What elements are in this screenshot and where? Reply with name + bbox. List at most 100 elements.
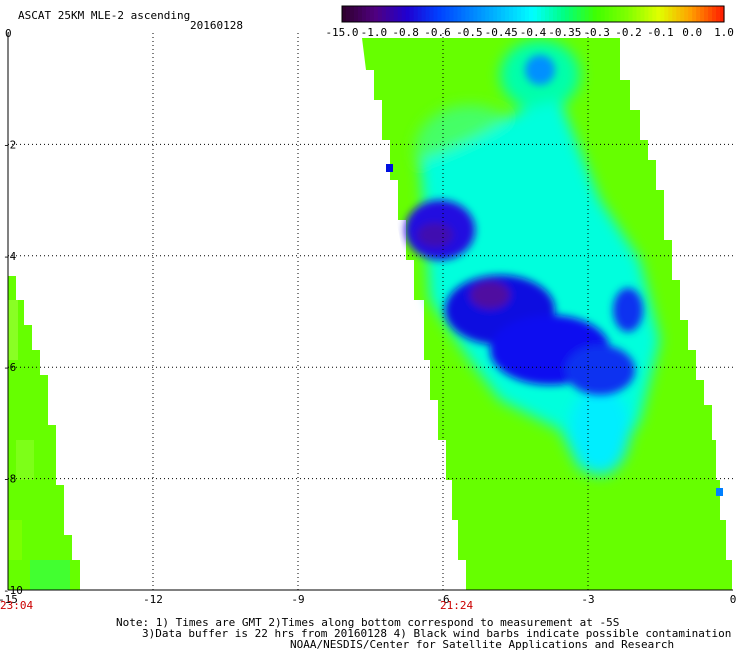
- colorbar-segment: [672, 6, 677, 22]
- colorbar-segment: [525, 6, 530, 22]
- colorbar-segment: [540, 6, 546, 22]
- colorbar-segment: [445, 6, 451, 22]
- colorbar-segment: [708, 6, 713, 22]
- colorbar-segment: [345, 6, 351, 22]
- colorbar-segment: [521, 6, 526, 22]
- colorbar-segment: [588, 6, 594, 22]
- colorbar-label: -0.3: [583, 26, 610, 39]
- colorbar-border: [341, 5, 725, 23]
- colorbar-label: -0.2: [615, 26, 642, 39]
- colorbar-segment: [716, 6, 721, 22]
- colorbar-segment: [608, 6, 614, 22]
- colorbar-segment: [365, 6, 371, 22]
- colorbar-segment: [421, 6, 427, 22]
- colorbar-segment: [656, 6, 661, 22]
- colorbar-segment: [369, 6, 375, 22]
- colorbar-segment: [489, 6, 494, 22]
- colorbar-segment: [644, 6, 649, 22]
- colorbar-label: -0.4: [520, 26, 547, 39]
- colorbar-segment: [469, 6, 474, 22]
- x-tick-labels: -15 -12 -9 -6 -3 0: [0, 593, 736, 606]
- colorbar-segment: [477, 6, 482, 22]
- colorbar-segment: [357, 6, 363, 22]
- colorbar-segment: [680, 6, 685, 22]
- colorbar-segment: [517, 6, 522, 22]
- colorbar-segment: [564, 6, 570, 22]
- colorbar-label: -0.1: [647, 26, 674, 39]
- y-tick-label: -4: [3, 250, 17, 263]
- colorbar-segment: [437, 6, 443, 22]
- colorbar-segment: [652, 6, 657, 22]
- colorbar-segment: [397, 6, 403, 22]
- colorbar-segment: [684, 6, 689, 22]
- colorbar-segment: [481, 6, 486, 22]
- colorbar-segment: [548, 6, 554, 22]
- colorbar-label: -1.0: [361, 26, 388, 39]
- colorbar-segment: [712, 6, 717, 22]
- colorbar-segment: [381, 6, 387, 22]
- plot-frame: [7, 33, 733, 591]
- colorbar: [341, 5, 725, 23]
- colorbar-segment: [377, 6, 383, 22]
- colorbar-segment: [385, 6, 391, 22]
- colorbar-segment: [497, 6, 502, 22]
- colorbar-segment: [393, 6, 399, 22]
- map-title: ASCAT 25KM MLE-2 ascending: [18, 9, 191, 22]
- colorbar-segment: [417, 6, 423, 22]
- colorbar-segment: [473, 6, 478, 22]
- colorbar-segment: [596, 6, 602, 22]
- time-label-mid: 21:24: [440, 599, 474, 612]
- colorbar-segment: [704, 6, 709, 22]
- y-tick-label: -10: [3, 584, 23, 597]
- colorbar-label: -0.6: [424, 26, 451, 39]
- y-tick-label: -6: [3, 361, 16, 374]
- colorbar-segment: [529, 6, 534, 22]
- colorbar-segment: [453, 6, 458, 22]
- note-line-2: 3)Data buffer is 22 hrs from 20160128 4)…: [142, 627, 732, 640]
- colorbar-segment: [720, 6, 725, 22]
- colorbar-segment: [441, 6, 447, 22]
- east-swath: [362, 38, 732, 590]
- colorbar-segment: [616, 6, 622, 22]
- x-tick-label: -3: [581, 593, 594, 606]
- colorbar-segment: [556, 6, 562, 22]
- colorbar-segment: [620, 6, 626, 22]
- colorbar-segment: [405, 6, 411, 22]
- colorbar-segment: [584, 6, 590, 22]
- colorbar-segment: [604, 6, 610, 22]
- colorbar-segment: [493, 6, 498, 22]
- colorbar-segment: [413, 6, 419, 22]
- colorbar-label: 0.0: [682, 26, 702, 39]
- colorbar-segment: [342, 6, 347, 22]
- colorbar-segment: [632, 6, 638, 22]
- colorbar-segment: [676, 6, 681, 22]
- colorbar-segment: [485, 6, 490, 22]
- y-tick-labels: 0 -2 -4 -6 -8 -10: [3, 27, 23, 597]
- colorbar-segment: [425, 6, 431, 22]
- colorbar-segment: [668, 6, 673, 22]
- colorbar-segment: [401, 6, 407, 22]
- colorbar-segment: [660, 6, 665, 22]
- colorbar-segment: [544, 6, 550, 22]
- colorbar-segment: [536, 6, 542, 22]
- colorbar-segment: [461, 6, 466, 22]
- colorbar-segment: [457, 6, 462, 22]
- colorbar-segment: [513, 6, 518, 22]
- note-line-3: NOAA/NESDIS/Center for Satellite Applica…: [290, 638, 675, 651]
- colorbar-segment: [552, 6, 558, 22]
- colorbar-segment: [449, 6, 455, 22]
- colorbar-labels: -15.0 -1.0 -0.8 -0.6 -0.5 -0.45 -0.4 -0.35 -0.3-…: [325, 26, 734, 39]
- x-tick-label: -6: [436, 593, 449, 606]
- colorbar-label: -15.0: [325, 26, 358, 39]
- colorbar-segment: [692, 6, 697, 22]
- colorbar-segment: [505, 6, 510, 22]
- colorbar-segment: [700, 6, 705, 22]
- colorbar-segment: [580, 6, 586, 22]
- colorbar-segment: [501, 6, 506, 22]
- colorbar-segment: [648, 6, 653, 22]
- colorbar-segment: [664, 6, 669, 22]
- y-tick-label: -8: [3, 473, 16, 486]
- colorbar-segment: [628, 6, 634, 22]
- colorbar-segment: [353, 6, 359, 22]
